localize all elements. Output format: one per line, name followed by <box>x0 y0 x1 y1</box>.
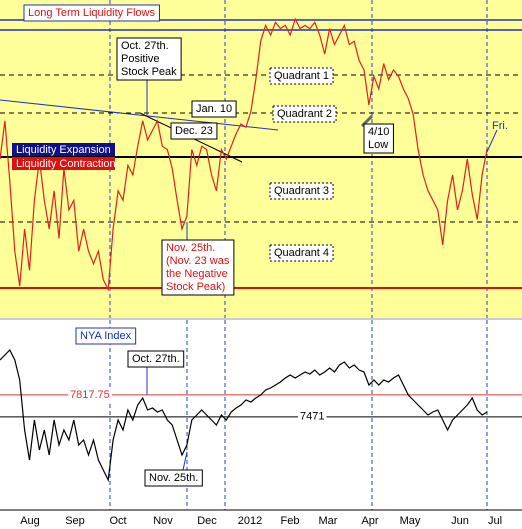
annotation-text: the Negative <box>166 268 228 280</box>
annotation-text: Oct. 27th. <box>121 40 169 52</box>
annotation-box <box>161 239 235 296</box>
x-tick-label: 2012 <box>238 515 262 527</box>
annotation-box <box>116 37 182 81</box>
annotation-text: NYA Index <box>80 330 132 342</box>
annotation-text: Oct. 27th. <box>132 353 180 365</box>
annotation-text: 4/10 <box>368 126 389 138</box>
annotation-box <box>170 122 218 140</box>
x-tick-label: Apr <box>361 515 378 527</box>
annotation: Fri. <box>492 120 508 132</box>
legend-label: Liquidity Expansion <box>16 144 111 156</box>
legend-swatch <box>12 143 115 156</box>
annotation-box <box>363 123 394 154</box>
reference-label: 7817.75 <box>70 389 110 401</box>
trend-line <box>0 99 279 131</box>
chart-title: NYA Index <box>75 327 137 345</box>
legend-swatch <box>12 157 115 170</box>
x-tick-label: May <box>400 515 421 527</box>
x-tick-label: Mar <box>319 515 338 527</box>
x-tick-label: Aug <box>20 515 40 527</box>
x-tick-label: Jul <box>488 515 502 527</box>
reference-label-bg <box>298 410 327 423</box>
reference-label: 7471 <box>300 411 324 423</box>
quadrant-label: Quadrant 3 <box>269 182 334 200</box>
annotation-text: Quadrant 4 <box>274 247 329 259</box>
annotation-text: Positive <box>121 53 160 65</box>
quadrant-label: Quadrant 1 <box>269 67 334 85</box>
annotation-box <box>269 244 334 262</box>
x-tick-label: Nov <box>153 515 173 527</box>
annotation-text: (Nov. 23 was <box>166 255 230 267</box>
x-tick-label: Jun <box>451 515 469 527</box>
annotation: Dec. 23 <box>170 122 218 140</box>
x-tick-label: Dec <box>197 515 217 527</box>
annotation: Jan. 10 <box>191 100 237 118</box>
panel-background <box>0 320 522 510</box>
annotation-text: Stock Peak <box>121 66 177 78</box>
quadrant-label: Quadrant 4 <box>269 244 334 262</box>
annotation-box <box>269 67 334 85</box>
annotation-box <box>269 182 334 200</box>
annotation-text: Dec. 23 <box>175 125 213 137</box>
annotation-box <box>75 327 137 345</box>
annotation-box <box>272 105 337 123</box>
x-tick-label: Sep <box>65 515 85 527</box>
pointer <box>486 129 498 153</box>
annotation-box <box>127 350 185 368</box>
annotation-text: Quadrant 1 <box>274 70 329 82</box>
annotation-text: Nov. 25th. <box>166 242 215 254</box>
series-line <box>0 348 488 483</box>
chart-title: Long Term Liquidity Flows <box>23 4 160 22</box>
series-line <box>0 17 488 292</box>
x-tick-label: Oct <box>109 515 126 527</box>
reference-label-bg <box>68 388 112 401</box>
quadrant-label: Quadrant 2 <box>272 105 337 123</box>
legend-label: Liquidity Contraction <box>16 158 116 170</box>
annotation-text: Long Term Liquidity Flows <box>28 7 155 19</box>
pointer <box>182 451 188 471</box>
x-tick-label: Feb <box>281 515 300 527</box>
annotation-text: Stock Peak) <box>166 281 225 293</box>
annotation-box <box>191 100 237 118</box>
annotation-text: Low <box>368 139 388 151</box>
annotation-text: Quadrant 2 <box>277 108 332 120</box>
annotation-box <box>144 469 203 487</box>
annotation-text: Nov. 25th. <box>149 472 198 484</box>
annotation-box <box>23 4 160 22</box>
annotation-text: Fri. <box>492 120 508 132</box>
annotation-text: Quadrant 3 <box>274 185 329 197</box>
annotation: Oct. 27th. <box>127 350 185 368</box>
annotation: Nov. 25th. <box>144 469 203 487</box>
annotation-text: Jan. 10 <box>196 103 232 115</box>
